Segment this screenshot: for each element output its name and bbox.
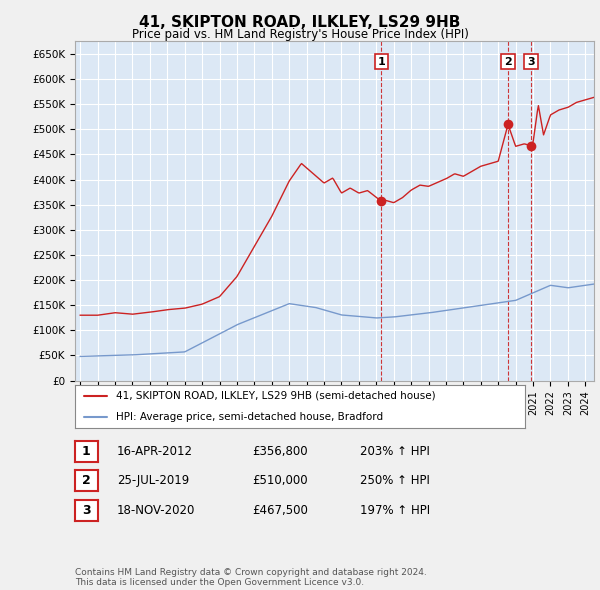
Text: Contains HM Land Registry data © Crown copyright and database right 2024.
This d: Contains HM Land Registry data © Crown c… [75,568,427,587]
Text: 197% ↑ HPI: 197% ↑ HPI [360,504,430,517]
Text: 250% ↑ HPI: 250% ↑ HPI [360,474,430,487]
Text: £467,500: £467,500 [252,504,308,517]
Text: 18-NOV-2020: 18-NOV-2020 [117,504,196,517]
Text: HPI: Average price, semi-detached house, Bradford: HPI: Average price, semi-detached house,… [115,412,383,422]
Text: 3: 3 [82,504,91,517]
Text: 1: 1 [377,57,385,67]
Text: 3: 3 [527,57,535,67]
Text: 25-JUL-2019: 25-JUL-2019 [117,474,189,487]
Text: 2: 2 [504,57,512,67]
Text: 2: 2 [82,474,91,487]
Text: 203% ↑ HPI: 203% ↑ HPI [360,445,430,458]
Text: 41, SKIPTON ROAD, ILKLEY, LS29 9HB (semi-detached house): 41, SKIPTON ROAD, ILKLEY, LS29 9HB (semi… [115,391,435,401]
Text: Price paid vs. HM Land Registry's House Price Index (HPI): Price paid vs. HM Land Registry's House … [131,28,469,41]
Text: 1: 1 [82,445,91,458]
Text: £356,800: £356,800 [252,445,308,458]
Text: £510,000: £510,000 [252,474,308,487]
Text: 16-APR-2012: 16-APR-2012 [117,445,193,458]
Text: 41, SKIPTON ROAD, ILKLEY, LS29 9HB: 41, SKIPTON ROAD, ILKLEY, LS29 9HB [139,15,461,30]
